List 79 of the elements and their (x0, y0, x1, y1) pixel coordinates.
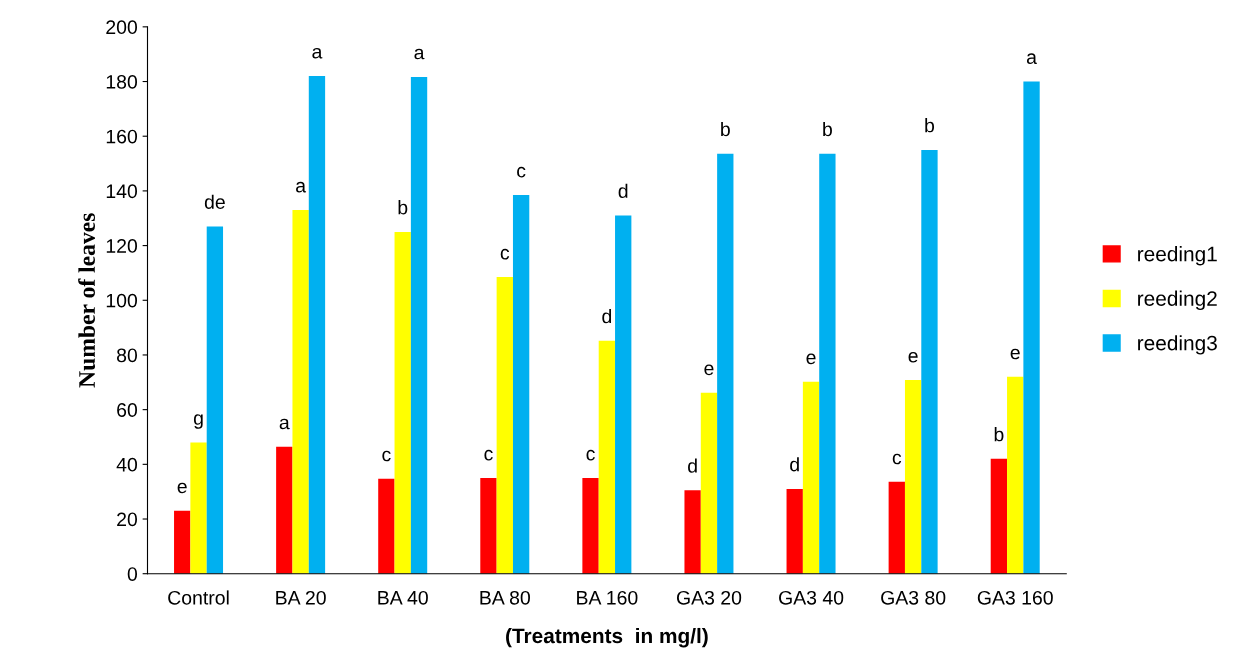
data-label: a (279, 418, 290, 430)
y-tick-label: 60 (117, 403, 138, 417)
legend-label: reeding2 (1138, 290, 1217, 311)
bar (480, 478, 497, 574)
bar (276, 446, 293, 574)
data-label: c (500, 248, 510, 260)
bar (1007, 376, 1024, 574)
bar (206, 226, 224, 574)
x-tick-label: Control (168, 590, 229, 605)
data-label: b (994, 427, 1004, 442)
bar (1023, 81, 1040, 574)
y-axis-title: Number of leaves (78, 213, 96, 388)
x-tick-label: GA3 20 (676, 590, 742, 605)
y-tick-label: 80 (117, 348, 138, 363)
data-label: c (892, 453, 902, 465)
data-label: d (618, 183, 628, 198)
bar (717, 153, 734, 574)
data-label: c (484, 449, 493, 461)
x-tick-label: GA3 80 (881, 590, 946, 605)
data-label: e (806, 353, 816, 365)
data-label: b (398, 200, 408, 215)
bar (904, 380, 922, 574)
bar (496, 277, 513, 574)
bar (684, 490, 701, 574)
data-label: e (908, 351, 918, 363)
data-label: e (1010, 348, 1020, 360)
bar (819, 153, 836, 574)
data-label: a (312, 47, 323, 59)
bar (802, 381, 820, 574)
y-tick-label: 40 (116, 457, 138, 472)
x-tick-label: GA3 40 (779, 590, 844, 605)
bar (786, 488, 803, 574)
y-tick-label: 120 (106, 239, 138, 253)
y-tick-label: 200 (106, 20, 138, 35)
bar (394, 231, 411, 574)
x-tick-label: BA 20 (276, 590, 326, 605)
bar (190, 442, 207, 574)
data-label: a (1026, 53, 1037, 65)
bar (174, 510, 191, 574)
bar (582, 478, 599, 574)
x-axis-title: (Treatments in mg/l) (506, 627, 708, 648)
bar (292, 210, 309, 574)
data-label: b (925, 118, 935, 133)
bar (615, 215, 632, 574)
data-label: b (721, 121, 730, 137)
bar (512, 195, 530, 574)
x-tick-label: BA 80 (480, 590, 530, 605)
data-label: c (517, 166, 526, 178)
bar (888, 481, 905, 574)
bar (921, 149, 938, 574)
x-tick-label: GA3 160 (977, 590, 1053, 605)
data-label: d (602, 308, 612, 324)
bar (700, 392, 718, 574)
y-tick-label: 160 (106, 129, 138, 144)
y-tick-label: 180 (106, 74, 138, 89)
bar (598, 340, 616, 574)
bar (990, 458, 1008, 574)
data-label: d (790, 457, 799, 472)
data-label: e (177, 482, 187, 494)
data-label: a (296, 181, 307, 193)
data-label: a (414, 48, 425, 60)
data-label: de (204, 194, 225, 209)
bar (410, 76, 428, 574)
y-tick-label: 100 (106, 293, 138, 308)
bar (308, 76, 326, 574)
bar (378, 478, 395, 574)
y-tick-label: 20 (117, 512, 138, 527)
y-tick-label: 0 (127, 567, 138, 581)
data-label: g (193, 414, 203, 429)
y-tick-label: 140 (106, 184, 138, 199)
data-label: e (704, 364, 714, 376)
legend-label: reeding3 (1138, 335, 1217, 355)
data-label: b (823, 121, 832, 137)
x-tick-label: BA 160 (577, 590, 638, 605)
data-label: c (382, 450, 391, 462)
data-label: d (688, 458, 697, 473)
x-tick-label: BA 40 (378, 590, 428, 605)
data-label: c (586, 449, 595, 461)
legend-label: reeding1 (1138, 246, 1217, 266)
